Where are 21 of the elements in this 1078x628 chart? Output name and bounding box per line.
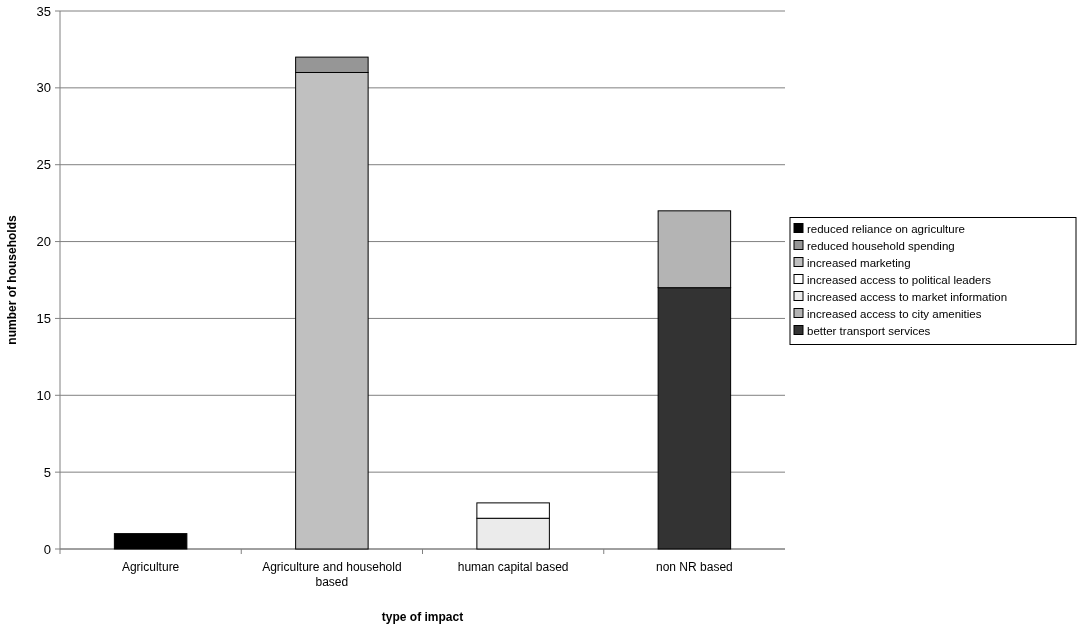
legend-label: increased access to market information <box>807 290 1008 303</box>
legend-label: reduced reliance on agriculture <box>807 222 965 235</box>
x-tick-label: Agriculture <box>121 560 180 574</box>
legend-label: reduced household spending <box>807 239 955 252</box>
y-axis-title: number of households <box>5 215 19 345</box>
x-axis-title: type of impact <box>381 610 464 624</box>
x-tick-label: Agriculture and household based <box>262 560 402 589</box>
x-tick-label: non NR based <box>656 560 733 574</box>
x-tick-label: human capital based <box>457 560 569 574</box>
y-tick-label: 35 <box>36 3 51 19</box>
y-tick-label: 20 <box>36 234 51 250</box>
y-tick-label: 25 <box>36 157 51 173</box>
legend-label: better transport services <box>807 324 931 337</box>
legend-label: increased access to city amenities <box>807 307 982 320</box>
legend-label: increased marketing <box>807 256 911 269</box>
y-tick-label: 5 <box>43 464 51 480</box>
legend-label: increased access to political leaders <box>807 273 992 286</box>
y-tick-label: 15 <box>36 310 51 326</box>
y-tick-label: 10 <box>36 387 51 403</box>
y-tick-label: 0 <box>43 541 51 557</box>
y-tick-label: 30 <box>36 80 51 96</box>
